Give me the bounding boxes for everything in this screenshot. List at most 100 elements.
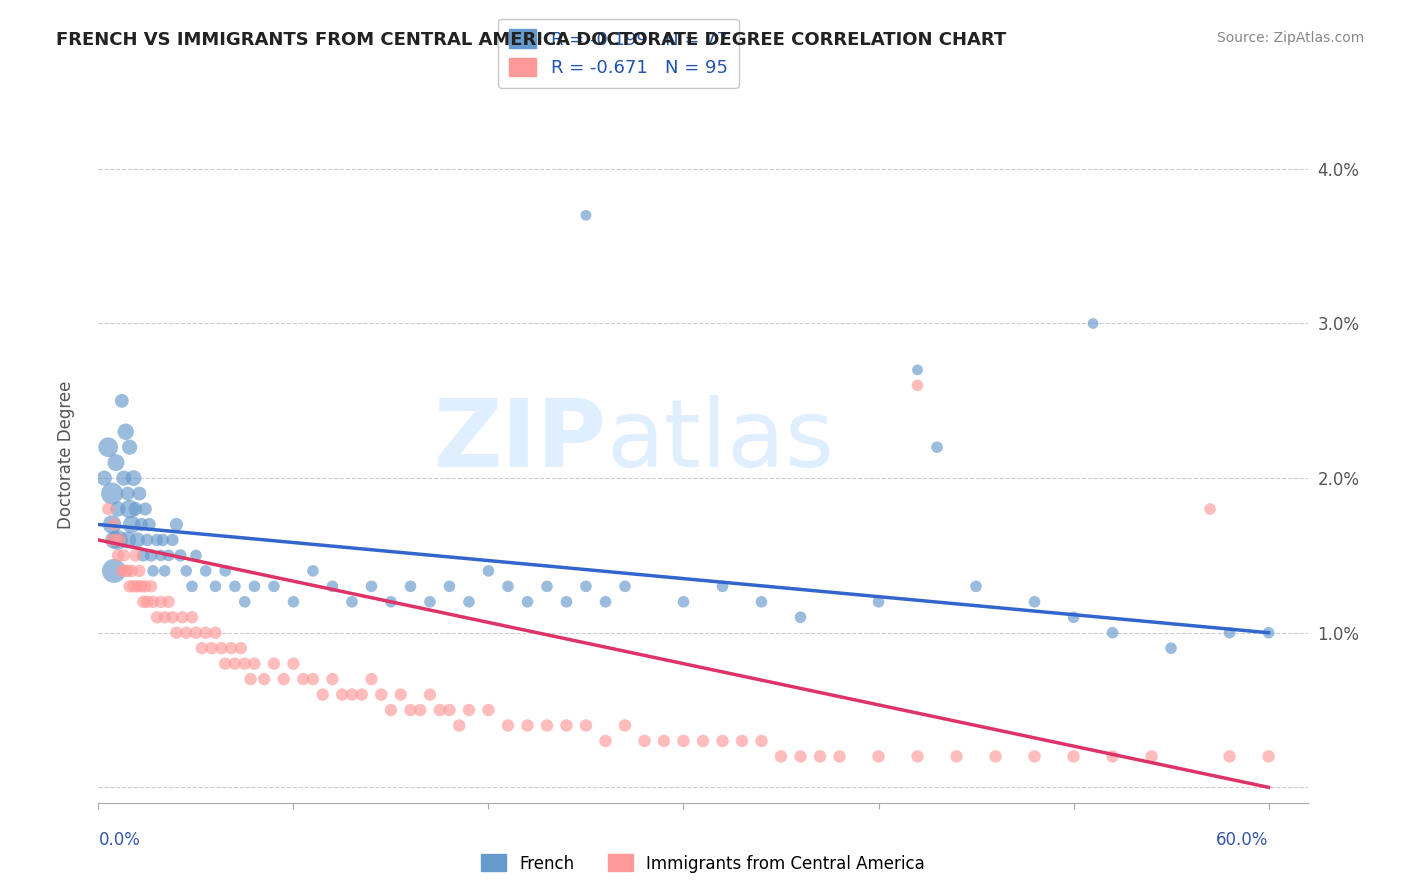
Point — [789, 610, 811, 624]
Point — [104, 533, 127, 547]
Point — [114, 564, 136, 578]
Point — [111, 564, 134, 578]
Point — [165, 625, 187, 640]
Point — [907, 363, 929, 377]
Point — [224, 579, 246, 593]
Point — [97, 440, 120, 454]
Point — [136, 595, 159, 609]
Point — [751, 734, 773, 748]
Point — [114, 425, 136, 439]
Point — [575, 718, 598, 732]
Point — [1101, 749, 1123, 764]
Point — [191, 641, 214, 656]
Point — [174, 625, 197, 640]
Point — [146, 610, 169, 624]
Point — [399, 703, 422, 717]
Point — [340, 595, 363, 609]
Point — [1024, 749, 1046, 764]
Point — [108, 533, 131, 547]
Point — [828, 749, 851, 764]
Point — [127, 533, 149, 547]
Point — [283, 595, 305, 609]
Point — [111, 393, 134, 408]
Point — [1160, 641, 1182, 656]
Point — [302, 672, 325, 686]
Point — [575, 208, 598, 222]
Point — [174, 564, 197, 578]
Text: 60.0%: 60.0% — [1216, 830, 1268, 848]
Point — [165, 517, 187, 532]
Point — [107, 533, 129, 547]
Point — [614, 579, 637, 593]
Legend: French, Immigrants from Central America: French, Immigrants from Central America — [474, 847, 932, 880]
Point — [181, 610, 204, 624]
Point — [350, 688, 373, 702]
Point — [312, 688, 335, 702]
Point — [389, 688, 412, 702]
Point — [153, 610, 176, 624]
Point — [907, 378, 929, 392]
Text: FRENCH VS IMMIGRANTS FROM CENTRAL AMERICA DOCTORATE DEGREE CORRELATION CHART: FRENCH VS IMMIGRANTS FROM CENTRAL AMERIC… — [56, 31, 1007, 49]
Text: atlas: atlas — [606, 395, 835, 487]
Point — [419, 688, 441, 702]
Point — [224, 657, 246, 671]
Point — [692, 734, 714, 748]
Point — [1024, 595, 1046, 609]
Point — [131, 579, 153, 593]
Point — [219, 641, 242, 656]
Point — [330, 688, 353, 702]
Point — [652, 734, 675, 748]
Point — [868, 595, 890, 609]
Point — [1219, 749, 1241, 764]
Point — [157, 549, 180, 563]
Point — [925, 440, 948, 454]
Point — [112, 471, 135, 485]
Point — [101, 486, 124, 500]
Point — [965, 579, 987, 593]
Point — [399, 579, 422, 593]
Point — [477, 564, 499, 578]
Point — [595, 595, 617, 609]
Point — [419, 595, 441, 609]
Point — [496, 718, 519, 732]
Point — [536, 718, 558, 732]
Point — [302, 564, 325, 578]
Point — [152, 533, 174, 547]
Point — [283, 657, 305, 671]
Point — [107, 549, 129, 563]
Point — [243, 657, 266, 671]
Point — [153, 564, 176, 578]
Point — [536, 579, 558, 593]
Point — [1257, 749, 1279, 764]
Point — [449, 718, 471, 732]
Point — [117, 486, 139, 500]
Text: ZIP: ZIP — [433, 395, 606, 487]
Point — [101, 533, 124, 547]
Point — [516, 595, 538, 609]
Point — [907, 749, 929, 764]
Point — [243, 579, 266, 593]
Point — [103, 533, 125, 547]
Point — [945, 749, 967, 764]
Point — [1101, 625, 1123, 640]
Point — [439, 703, 461, 717]
Point — [409, 703, 432, 717]
Point — [380, 703, 402, 717]
Point — [132, 595, 155, 609]
Point — [633, 734, 655, 748]
Point — [1140, 749, 1163, 764]
Point — [439, 579, 461, 593]
Point — [429, 703, 451, 717]
Point — [672, 734, 695, 748]
Point — [458, 595, 481, 609]
Point — [103, 517, 125, 532]
Y-axis label: Doctorate Degree: Doctorate Degree — [56, 381, 75, 529]
Point — [204, 579, 226, 593]
Point — [1199, 502, 1222, 516]
Point — [103, 564, 125, 578]
Point — [214, 564, 236, 578]
Point — [614, 718, 637, 732]
Point — [162, 610, 184, 624]
Legend: R = -0.199   N = 77, R = -0.671   N = 95: R = -0.199 N = 77, R = -0.671 N = 95 — [498, 19, 738, 88]
Point — [139, 579, 162, 593]
